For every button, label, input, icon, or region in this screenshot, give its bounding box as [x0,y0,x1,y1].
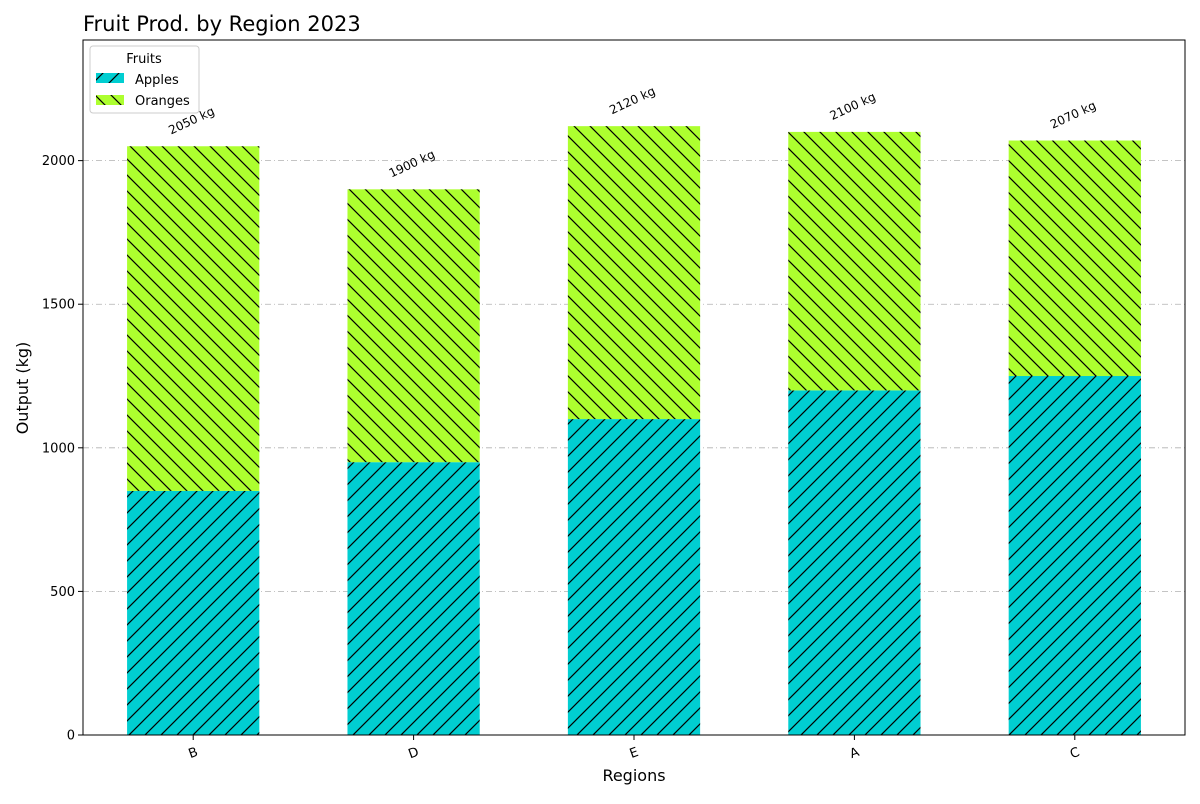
legend: Fruits Apples Oranges [89,45,200,114]
legend-label-oranges: Oranges [135,94,190,109]
y-tick-label: 0 [67,729,75,744]
bar-apples-hatch [788,390,921,735]
y-axis: 0 500 1000 1500 2000 [42,154,83,744]
y-tick-label: 1000 [42,441,75,456]
total-data-label: 2120 kg [607,84,657,117]
x-tick-label: C [1068,745,1082,762]
legend-swatch-apples-hatch [96,73,124,83]
y-tick-label: 2000 [42,154,75,169]
bar-apples-hatch [567,419,701,735]
bar-oranges-hatch [1008,140,1141,377]
bar-apples-hatch [347,462,480,735]
y-axis-label: Output (kg) [13,342,32,435]
x-tick-label: E [628,745,641,762]
x-axis-label: Regions [602,766,665,785]
total-data-label: 2100 kg [828,90,878,123]
bar-oranges-hatch [788,131,921,391]
y-tick-label: 500 [50,585,75,600]
bar-oranges-hatch [347,189,480,463]
bar-oranges-hatch [127,146,260,491]
legend-title: Fruits [126,52,162,67]
bar-oranges-hatch [567,126,701,420]
bars [127,126,1141,735]
chart-title: Fruit Prod. by Region 2023 [83,12,361,36]
y-tick-label: 1500 [42,298,75,313]
bar-apples-hatch [127,490,260,735]
x-tick-label: B [187,745,201,762]
x-tick-label: D [407,745,422,763]
legend-label-apples: Apples [135,73,179,88]
total-data-label: 1900 kg [387,147,437,180]
legend-swatch-oranges-hatch [96,95,124,105]
x-tick-label: A [848,745,862,762]
total-data-label: 2070 kg [1048,98,1098,131]
bar-apples-hatch [1008,376,1141,735]
